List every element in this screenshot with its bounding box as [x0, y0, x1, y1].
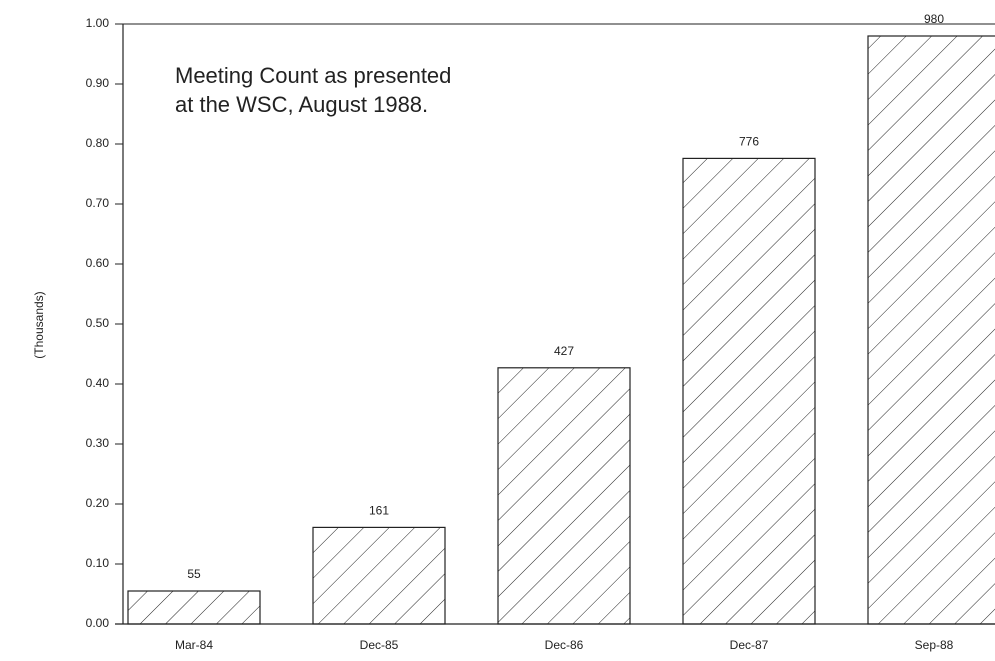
y-tick-label: 0.70	[86, 196, 110, 210]
value-label: 427	[554, 344, 574, 358]
y-tick-label: 0.40	[86, 376, 110, 390]
x-tick-label: Sep-88	[915, 638, 954, 652]
y-tick-label: 0.30	[86, 436, 110, 450]
y-tick-label: 0.00	[86, 616, 110, 630]
x-tick-label: Mar-84	[175, 638, 213, 652]
y-tick-label: 0.20	[86, 496, 110, 510]
bar	[127, 590, 261, 625]
y-tick-label: 0.80	[86, 136, 110, 150]
x-tick-label: Dec-87	[730, 638, 769, 652]
annotation: at the WSC, August 1988.	[175, 92, 428, 117]
bar	[312, 526, 446, 625]
value-label: 55	[187, 567, 201, 581]
x-tick-label: Dec-86	[545, 638, 584, 652]
bar	[867, 35, 995, 625]
bar	[682, 157, 816, 625]
value-label: 161	[369, 504, 389, 518]
y-tick-label: 0.60	[86, 256, 110, 270]
y-tick-label: 1.00	[86, 16, 110, 30]
y-tick-label: 0.50	[86, 316, 110, 330]
bar	[497, 367, 631, 625]
value-label: 980	[924, 12, 944, 26]
y-tick-label: 0.90	[86, 76, 110, 90]
y-axis-label: (Thousands)	[32, 291, 46, 358]
x-tick-label: Dec-85	[360, 638, 399, 652]
y-tick-label: 0.10	[86, 556, 110, 570]
value-label: 776	[739, 135, 759, 149]
annotation: Meeting Count as presented	[175, 63, 451, 88]
